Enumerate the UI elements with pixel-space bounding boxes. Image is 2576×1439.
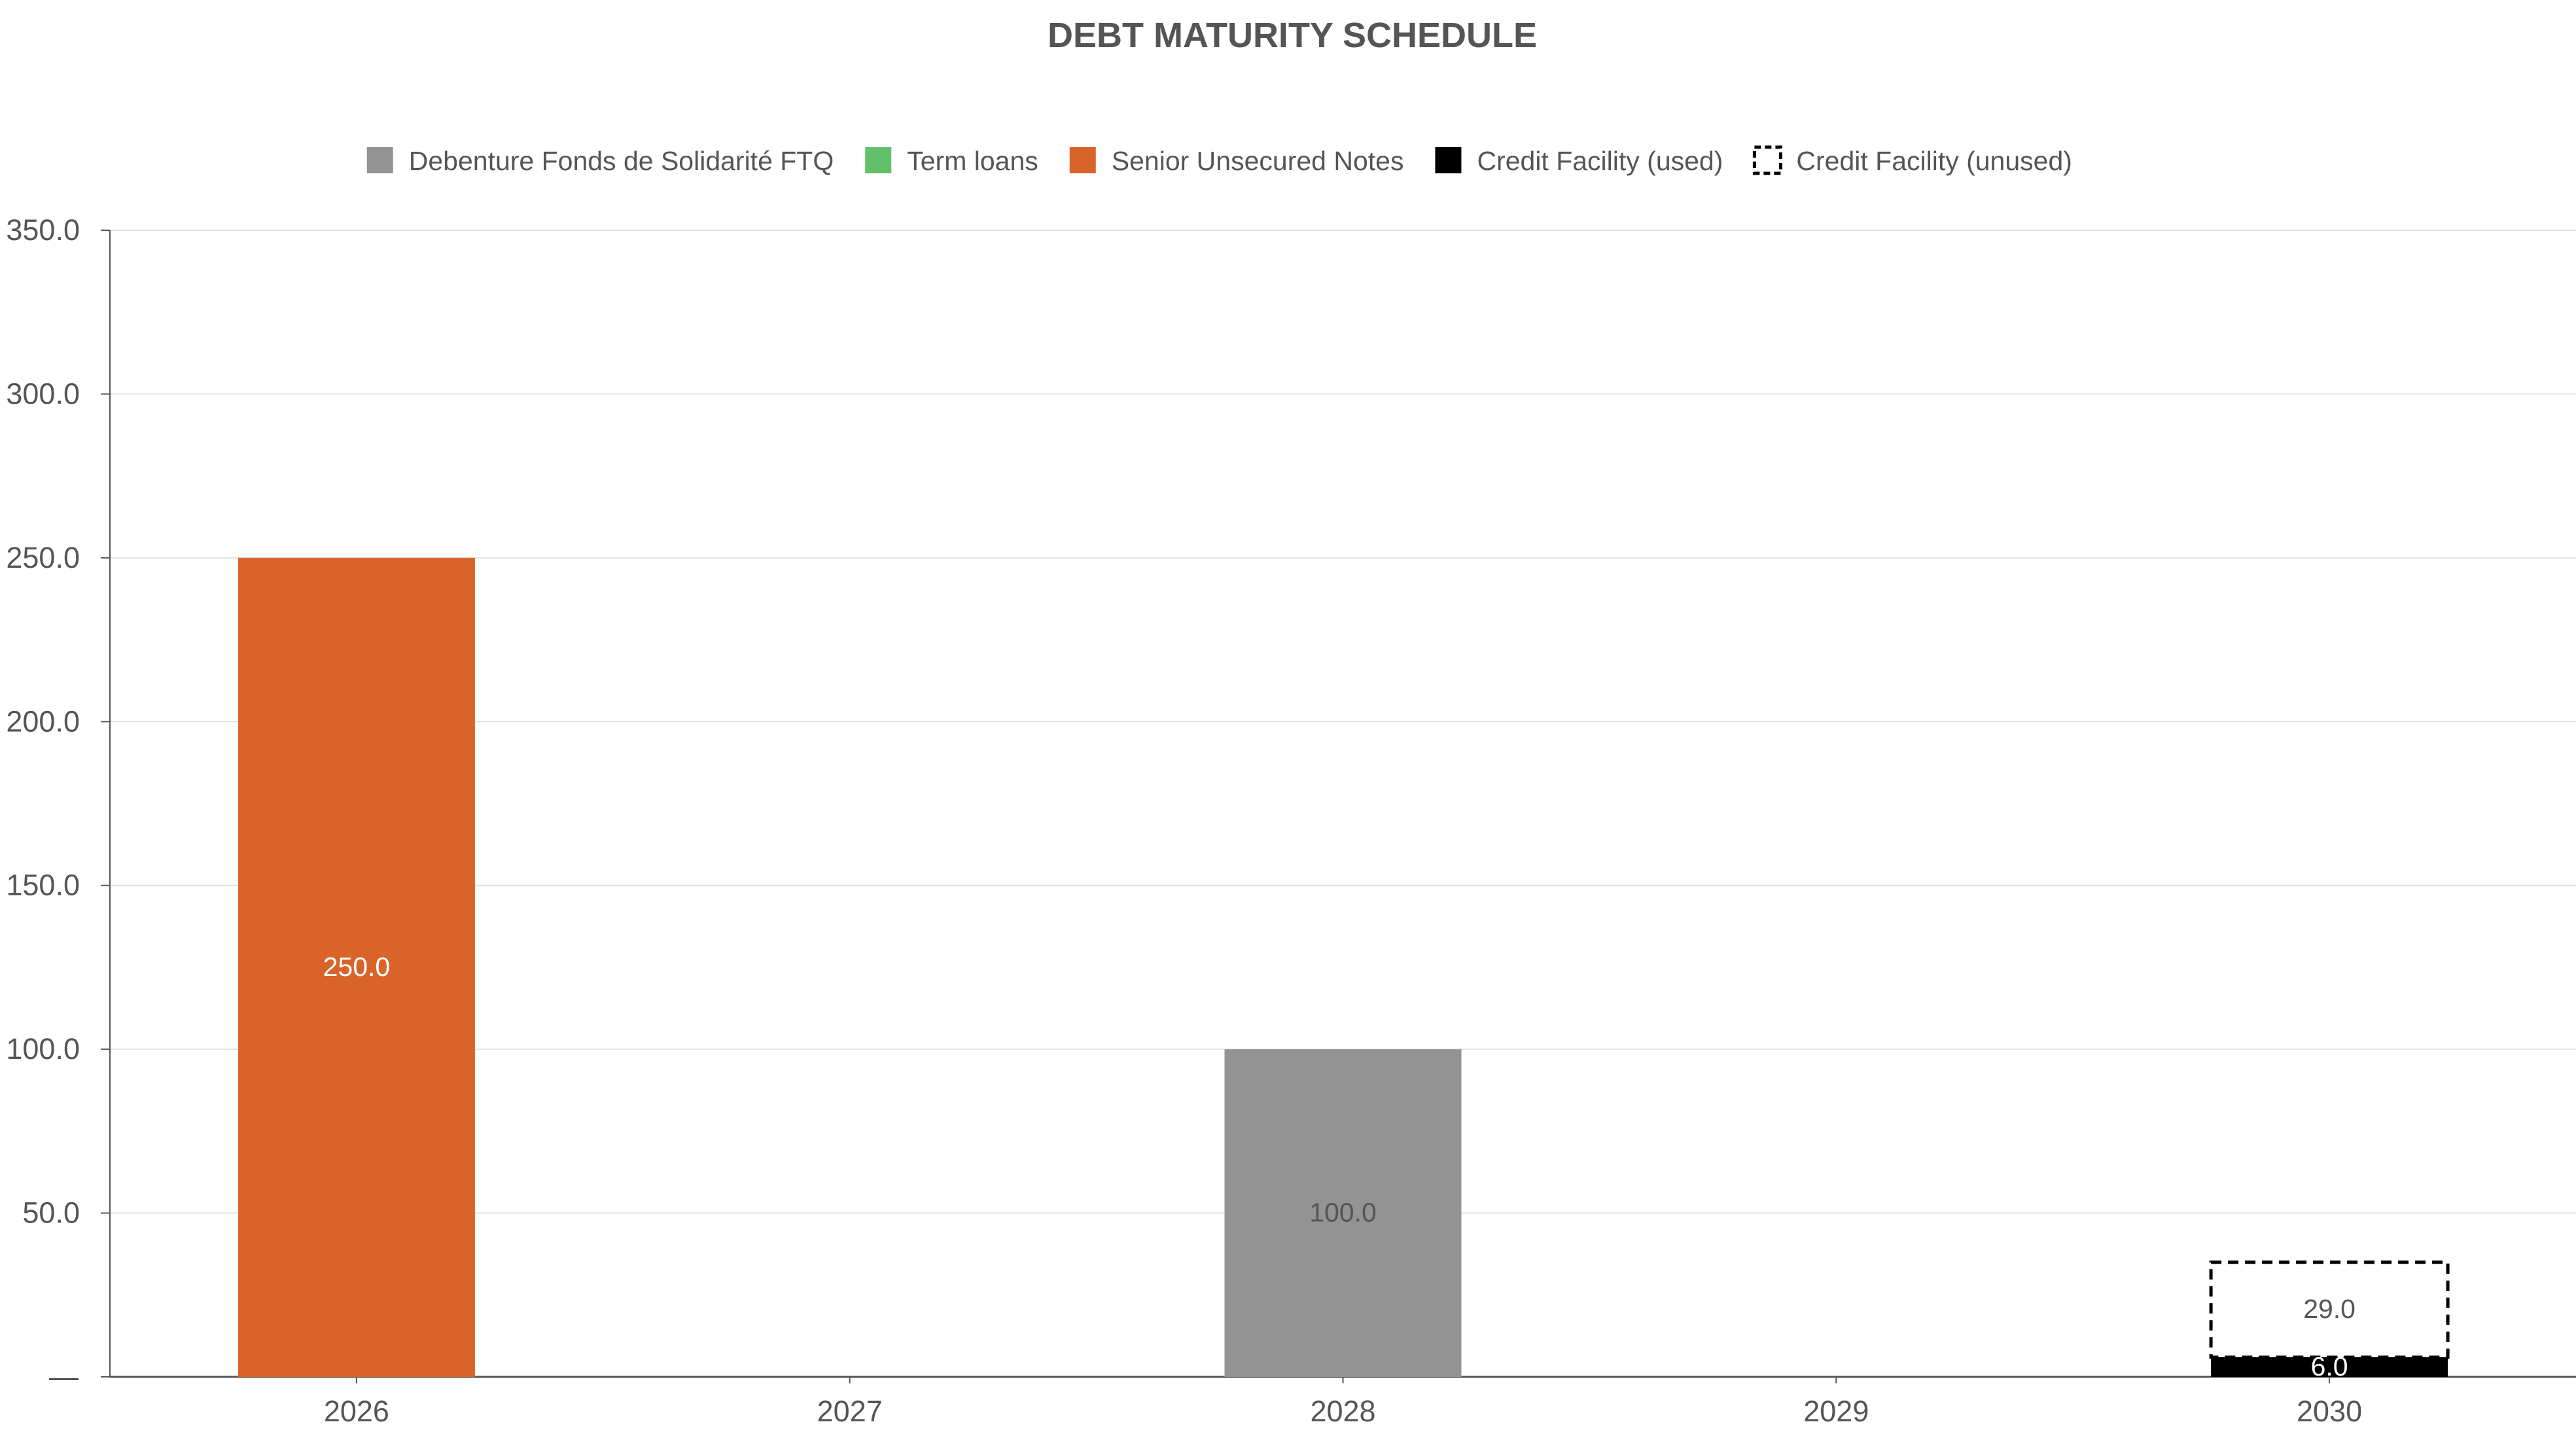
x-tick-label: 2027 <box>817 1395 883 1428</box>
y-tick-label: 50.0 <box>22 1196 80 1230</box>
bars <box>238 557 2450 1377</box>
legend-item: Senior Unsecured Notes <box>1069 146 1404 176</box>
bar-value-label: 250.0 <box>323 952 391 982</box>
legend-swatch <box>366 147 393 173</box>
bar-value-label: 100.0 <box>1309 1197 1377 1227</box>
y-tick-label: 200.0 <box>6 704 80 738</box>
legend-item: Debenture Fonds de Solidarité FTQ <box>366 146 834 176</box>
chart-title: DEBT MATURITY SCHEDULE <box>1048 16 1537 55</box>
y-tick-label: 350.0 <box>6 213 80 247</box>
x-tick-label: 2030 <box>2297 1395 2362 1428</box>
legend-item: Credit Facility (used) <box>1435 146 1723 176</box>
axes: — 50.0 100.0 150.0 200.0 250.0 300.0 350.0 2026 2… <box>6 213 2576 1428</box>
legend-label: Term loans <box>907 146 1038 176</box>
bar-senior-unsecured-notes-2026 <box>238 557 475 1377</box>
y-tick-label: — <box>49 1360 79 1393</box>
x-tick-label: 2026 <box>324 1395 389 1428</box>
x-tick-label: 2028 <box>1310 1395 1375 1428</box>
y-tick-label: 250.0 <box>6 541 80 574</box>
legend-label: Debenture Fonds de Solidarité FTQ <box>409 146 834 176</box>
legend-swatch <box>865 147 892 173</box>
legend: Debenture Fonds de Solidarité FTQ Term lo… <box>366 145 2072 176</box>
legend-item: Term loans <box>865 146 1038 176</box>
bar-debenture-fonds-de-solidarit-ftq-2028 <box>1224 1049 1462 1377</box>
legend-swatch <box>1069 147 1096 173</box>
bar-credit-facility-used-2030 <box>2211 1357 2448 1377</box>
bar-credit-facility-unused-2030 <box>2209 1260 2450 1359</box>
y-tick-label: 100.0 <box>6 1032 80 1066</box>
y-tick-label: 300.0 <box>6 377 80 410</box>
legend-label: Credit Facility (used) <box>1477 146 1723 176</box>
bar-value-label: 29.0 <box>2303 1294 2355 1324</box>
legend-label: Senior Unsecured Notes <box>1112 146 1404 176</box>
grid-lines <box>110 230 2576 1214</box>
legend-label: Credit Facility (unused) <box>1796 146 2072 176</box>
legend-swatch <box>1752 145 1782 175</box>
legend-swatch <box>1435 147 1462 173</box>
legend-item: Credit Facility (unused) <box>1752 145 2072 176</box>
bar-labels: 100.0 250.0 6.0 29.0 <box>323 952 2355 1381</box>
bar-value-label: 6.0 <box>2311 1351 2348 1381</box>
y-tick-label: 150.0 <box>6 869 80 902</box>
x-tick-label: 2029 <box>1803 1395 1869 1428</box>
